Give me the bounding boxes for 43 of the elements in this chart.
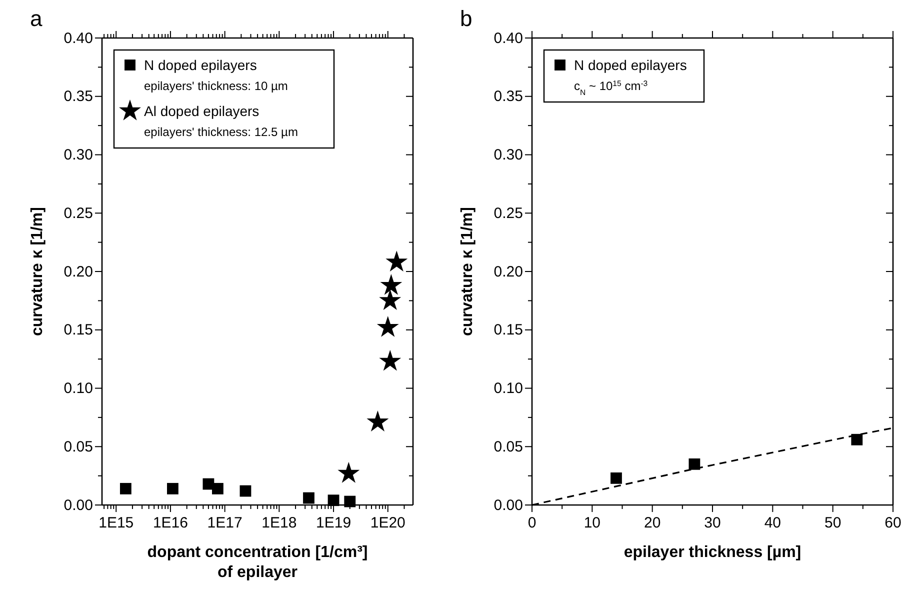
x-tick-label: 1E20 <box>370 514 406 532</box>
y-tick-label: 0.15 <box>494 322 523 339</box>
y-tick-label: 0.25 <box>64 204 93 222</box>
y-tick-label: 0.35 <box>494 88 523 106</box>
y-tick-label: 0.00 <box>64 496 93 514</box>
x-axis-title: dopant concentration [1/cm³] of epilayer <box>147 544 368 581</box>
x-tick-label: 1E17 <box>207 514 242 532</box>
y-tick-label: 0.05 <box>494 438 523 456</box>
y-tick-label: 0.30 <box>494 146 523 164</box>
y-tick-label: 0.15 <box>64 322 93 339</box>
y-axis-title: curvature κ [1/m] <box>29 207 46 336</box>
y-tick-label: 0.20 <box>64 263 93 280</box>
y-axis-title: curvature κ [1/m] <box>459 207 476 336</box>
y-tick-label: 0.00 <box>494 496 523 514</box>
x-axis-title: epilayer thickness [µm] <box>624 544 802 561</box>
point <box>610 472 622 484</box>
y-tick-label: 0.35 <box>64 88 93 106</box>
x-tick-label: 60 <box>884 514 902 532</box>
x-tick-label: 50 <box>824 514 842 532</box>
y-tick-label: 0.20 <box>494 263 523 280</box>
x-tick-label: 1E15 <box>98 514 134 532</box>
x-tick-label: 30 <box>704 514 721 532</box>
x-tick-label: 1E16 <box>152 514 188 532</box>
x-tick-label: 1E18 <box>262 514 297 532</box>
x-tick-label: 20 <box>644 514 661 532</box>
y-tick-label: 0.40 <box>494 30 523 47</box>
legend-label: N doped epilayers c$_{N}$ ~ 10$^{15}$ cm$^{-3}$ <box>574 57 687 96</box>
y-tick-label: 0.10 <box>64 380 93 398</box>
y-tick-label: 0.40 <box>64 30 93 47</box>
x-tick-label: 10 <box>584 514 601 532</box>
chart-title: b <box>460 6 472 31</box>
legend-label: N doped epilayers epilayers' thickness: 10 µm <box>144 57 288 93</box>
y-tick-label: 0.25 <box>494 204 523 222</box>
x-tick-label: 0 <box>528 514 536 532</box>
x-tick-label: 40 <box>764 514 782 532</box>
point <box>688 458 700 470</box>
legend-label: Al doped epilayers epilayers' thickness: 12.5 µm <box>144 103 298 139</box>
y-tick-label: 0.05 <box>64 438 93 456</box>
chart-title: a <box>30 6 43 31</box>
point <box>851 434 863 446</box>
y-tick-label: 0.30 <box>64 146 93 164</box>
x-tick-label: 1E19 <box>316 514 352 532</box>
y-tick-label: 0.10 <box>494 380 523 398</box>
